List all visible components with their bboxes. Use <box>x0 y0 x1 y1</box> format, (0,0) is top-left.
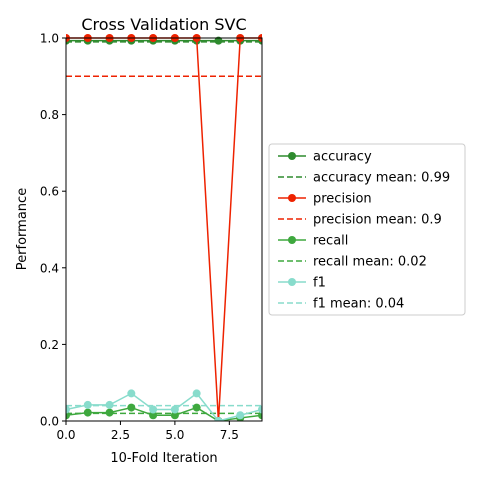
legend-label: precision <box>313 192 372 207</box>
data-point-f1 <box>236 411 245 420</box>
data-point-recall <box>192 403 201 412</box>
plot-area <box>66 34 262 421</box>
legend-swatch-marker <box>288 278 296 286</box>
data-point-recall <box>170 411 179 420</box>
data-point-f1 <box>105 400 114 409</box>
legend-swatch-marker <box>288 236 296 244</box>
data-point-recall <box>127 403 136 412</box>
x-tick-label: 2.5 <box>111 428 130 442</box>
series-line-recall <box>66 406 262 421</box>
y-tick-label: 0.0 <box>40 415 59 429</box>
chart-title: Cross Validation SVC <box>81 15 246 34</box>
data-point-accuracy <box>214 36 223 45</box>
legend-box <box>268 143 466 316</box>
x-axis-label: 10-Fold Iteration <box>110 451 217 466</box>
legend-swatch-marker <box>288 152 296 160</box>
y-tick-label: 0.2 <box>40 338 59 352</box>
y-tick-label: 1.0 <box>40 32 59 46</box>
legend-label: f1 <box>313 276 326 291</box>
legend-label: accuracy <box>313 150 372 165</box>
series-line-f1 <box>66 392 262 421</box>
data-point-f1 <box>127 389 136 398</box>
data-point-recall <box>83 408 92 417</box>
data-point-recall <box>149 411 158 420</box>
y-axis-label: Performance <box>15 188 30 270</box>
x-tick-label: 0.0 <box>56 428 75 442</box>
axes-frame <box>65 37 263 422</box>
x-tick-label: 5.0 <box>165 428 184 442</box>
legend-label: recall <box>313 234 348 249</box>
legend-swatch-marker <box>288 194 296 202</box>
y-tick-label: 0.6 <box>40 185 59 199</box>
y-tick-label: 0.4 <box>40 261 59 275</box>
series-line-precision <box>66 37 262 421</box>
data-point-f1 <box>66 405 70 414</box>
legend-label: f1 mean: 0.04 <box>313 297 404 312</box>
data-point-f1 <box>214 417 223 421</box>
legend-label: precision mean: 0.9 <box>313 213 442 228</box>
legend-label: recall mean: 0.02 <box>313 255 427 270</box>
data-point-f1 <box>83 400 92 409</box>
legend-label: accuracy mean: 0.99 <box>313 171 450 186</box>
axes: 0.0 2.5 5.0 7.5 0.0 0.2 0.4 0.6 0.8 1.0 <box>40 32 263 442</box>
data-point-f1 <box>170 405 179 414</box>
x-tick-label: 7.5 <box>220 428 239 442</box>
data-point-f1 <box>149 405 158 414</box>
data-point-f1 <box>192 389 201 398</box>
legend: accuracy accuracy mean: 0.99 precision prec… <box>268 143 466 316</box>
data-point-f1 <box>258 405 262 414</box>
data-point-recall <box>105 408 114 417</box>
y-tick-label: 0.8 <box>40 108 59 122</box>
